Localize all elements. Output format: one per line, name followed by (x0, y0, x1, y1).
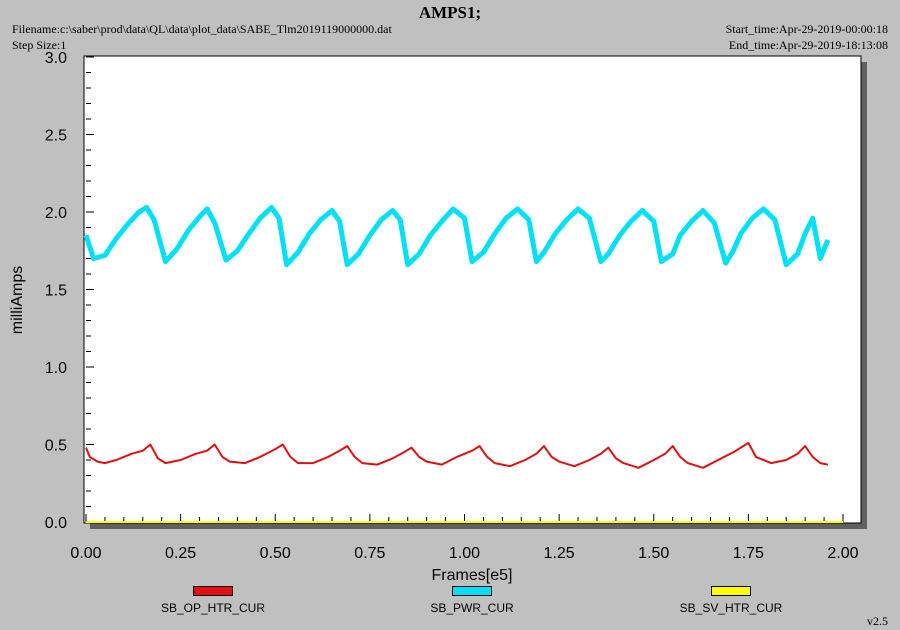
y-tick-label: 0.0 (45, 515, 67, 532)
x-tick-label: 0.75 (354, 545, 385, 562)
y-tick-label: 3.0 (45, 50, 67, 67)
end-time-label: End_time:Apr-29-2019-18:13:08 (728, 38, 888, 52)
chart-title: AMPS1; (418, 3, 482, 22)
legend-swatch-op-htr (193, 586, 233, 596)
y-tick-label: 2.5 (45, 128, 67, 145)
x-tick-label: 0.25 (165, 545, 196, 562)
y-tick-label: 1.0 (45, 360, 67, 377)
x-tick-label: 0.00 (70, 545, 101, 562)
legend-swatch-pwr (452, 586, 492, 596)
series-line-sb-pwr-cur (83, 204, 831, 268)
axis-ticks (85, 56, 844, 523)
x-tick-label: 1.75 (733, 545, 764, 562)
series-line-sb-op-htr-cur (85, 441, 829, 469)
y-axis-label: milliAmps (9, 266, 26, 334)
step-size-label: Step Size:1 (12, 38, 67, 52)
y-tick-label: 0.5 (45, 438, 67, 455)
x-tick-label: 1.50 (638, 545, 669, 562)
version-label: v2.5 (867, 614, 888, 628)
filename-label: Filename:c:\saber\prod\data\QL\data\plot… (12, 22, 392, 36)
series-lines (83, 204, 843, 523)
legend-item-sv-htr: SB_SV_HTR_CUR (656, 586, 806, 615)
legend-item-op-htr: SB_OP_HTR_CUR (138, 586, 288, 615)
x-axis-label: Frames[e5] (432, 567, 513, 584)
y-tick-label: 1.5 (45, 283, 67, 300)
start-time-label: Start_time:Apr-29-2019-00:00:18 (725, 22, 888, 36)
y-tick-label: 2.0 (45, 205, 67, 222)
x-tick-label: 0.50 (260, 545, 291, 562)
legend-item-pwr: SB_PWR_CUR (397, 586, 547, 615)
x-tick-label: 1.25 (544, 545, 575, 562)
x-tick-label: 1.00 (449, 545, 480, 562)
legend-swatch-sv-htr (711, 586, 751, 596)
axis-tick-labels: 0.0 0.5 1.0 1.5 2.0 2.5 3.0 0.00 0.25 0.50 0.75 1.0… (45, 50, 859, 562)
legend-label-pwr: SB_PWR_CUR (430, 601, 514, 615)
legend-label-op-htr: SB_OP_HTR_CUR (160, 601, 266, 615)
x-tick-label: 2.00 (827, 545, 858, 562)
legend-label-sv-htr: SB_SV_HTR_CUR (679, 601, 783, 615)
